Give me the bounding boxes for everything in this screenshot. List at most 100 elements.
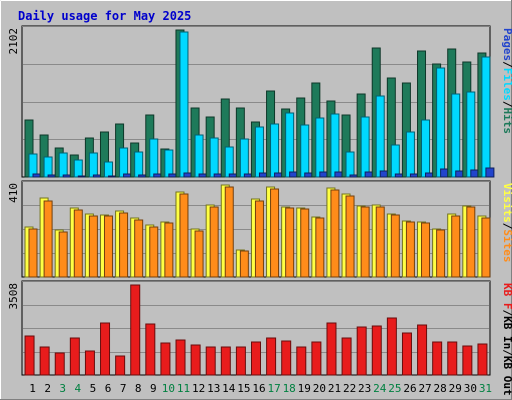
bar-volume-kb-f-day-30 xyxy=(462,345,473,376)
bar-volume-kb-f-day-27 xyxy=(417,324,428,376)
bar-traffic-files-day-19 xyxy=(300,124,310,178)
panel-volume-legend: KB F/KB In/KB Out xyxy=(501,283,512,396)
x-tick-label-day-10: 10 xyxy=(162,382,175,395)
bar-volume-kb-f-day-10 xyxy=(160,342,171,376)
bar-traffic-files-day-26 xyxy=(405,131,415,178)
bar-traffic-files-day-10 xyxy=(164,149,174,178)
bar-visits-sites-day-20 xyxy=(315,217,325,278)
bar-traffic-files-day-5 xyxy=(88,152,98,178)
legend-entry: KB In xyxy=(501,316,512,349)
bar-visits-sites-day-7 xyxy=(119,212,129,278)
bar-visits-sites-day-24 xyxy=(375,206,385,278)
bar-visits-sites-day-9 xyxy=(149,226,159,278)
legend-separator: / xyxy=(501,310,512,317)
bar-volume-kb-f-day-7 xyxy=(115,355,126,376)
x-tick-label-day-2: 2 xyxy=(44,382,51,395)
bar-traffic-files-day-7 xyxy=(119,147,129,178)
bar-traffic-files-day-18 xyxy=(285,112,295,178)
panel-visits-max-label: 410 xyxy=(7,183,20,203)
bar-visits-sites-day-2 xyxy=(43,200,53,278)
bar-traffic-files-day-8 xyxy=(134,151,144,178)
bar-volume-kb-f-day-24 xyxy=(371,325,382,376)
panel-visits-legend: Visits/Sites xyxy=(501,183,512,263)
bar-volume-kb-f-day-28 xyxy=(432,341,443,376)
bar-visits-sites-day-14 xyxy=(224,186,234,278)
bar-volume-kb-f-day-6 xyxy=(100,322,111,376)
legend-separator: / xyxy=(501,349,512,356)
bar-visits-sites-day-5 xyxy=(88,215,98,278)
bar-traffic-files-day-13 xyxy=(209,137,219,178)
legend-separator: / xyxy=(501,223,512,230)
x-tick-label-day-23: 23 xyxy=(358,382,371,395)
panel-traffic-max-label: 2102 xyxy=(7,28,20,55)
bar-traffic-files-day-12 xyxy=(194,134,204,178)
bar-traffic-files-day-21 xyxy=(330,113,340,178)
bar-visits-sites-day-12 xyxy=(194,230,204,278)
x-tick-label-day-16: 16 xyxy=(252,382,265,395)
bar-traffic-files-day-2 xyxy=(43,156,53,178)
bar-volume-kb-f-day-5 xyxy=(84,350,95,376)
x-tick-label-day-25: 25 xyxy=(388,382,401,395)
bar-visits-sites-day-28 xyxy=(436,229,446,278)
x-tick-label-day-29: 29 xyxy=(449,382,462,395)
bar-visits-sites-day-23 xyxy=(360,206,370,278)
x-tick-label-day-7: 7 xyxy=(120,382,127,395)
x-tick-label-day-12: 12 xyxy=(192,382,205,395)
bar-volume-kb-f-day-31 xyxy=(477,343,488,376)
bar-visits-sites-day-17 xyxy=(270,188,280,278)
bar-volume-kb-f-day-12 xyxy=(190,344,201,376)
x-tick-label-day-8: 8 xyxy=(135,382,142,395)
bar-visits-sites-day-11 xyxy=(179,193,189,278)
bar-volume-kb-f-day-18 xyxy=(281,340,292,376)
bar-volume-kb-f-day-8 xyxy=(130,284,141,376)
bar-traffic-files-day-24 xyxy=(375,95,385,178)
bar-volume-kb-f-day-29 xyxy=(447,341,458,376)
panel-volume: 3508 KB F/KB In/KB Out xyxy=(7,280,512,396)
x-tick-label-day-3: 3 xyxy=(59,382,66,395)
bar-visits-sites-day-16 xyxy=(254,200,264,278)
bar-visits-sites-day-22 xyxy=(345,195,355,278)
bar-visits-sites-day-4 xyxy=(73,209,83,278)
chart-panels: 2102Pages/Files/Hits410Visits/Sites3508K… xyxy=(7,25,512,396)
bar-traffic-files-day-17 xyxy=(270,123,280,178)
bar-volume-kb-f-day-16 xyxy=(251,341,261,376)
chart-title: Daily usage for May 2025 xyxy=(18,9,191,23)
bar-traffic-files-day-3 xyxy=(58,152,68,178)
x-tick-label-day-5: 5 xyxy=(90,382,97,395)
bar-volume-kb-f-day-15 xyxy=(235,346,246,376)
bar-visits-sites-day-3 xyxy=(58,231,68,278)
x-tick-label-day-28: 28 xyxy=(434,382,447,395)
x-tick-label-day-19: 19 xyxy=(298,382,311,395)
x-tick-label-day-4: 4 xyxy=(75,382,82,395)
bar-visits-sites-day-25 xyxy=(390,214,400,278)
x-tick-label-day-18: 18 xyxy=(283,382,296,395)
bar-visits-sites-day-18 xyxy=(285,207,295,278)
x-axis-labels: 1 2 3 4 5 6 7 8 9 10 11 12 13 14 15 16 17 18 19 20 21 22 23 24 2… xyxy=(29,382,492,395)
bar-visits-sites-day-27 xyxy=(421,222,431,278)
panel-visits: 410 Visits/Sites xyxy=(7,180,512,278)
bar-traffic-files-day-23 xyxy=(360,116,370,178)
bar-traffic-files-day-6 xyxy=(103,161,113,178)
x-tick-label-day-31: 31 xyxy=(479,382,492,395)
bar-visits-sites-day-6 xyxy=(103,215,113,278)
bar-visits-sites-day-1 xyxy=(28,228,38,278)
bar-volume-kb-f-day-13 xyxy=(205,346,216,376)
legend-entry: Pages xyxy=(501,28,512,61)
x-tick-label-day-27: 27 xyxy=(418,382,431,395)
legend-entry: KB F xyxy=(501,283,512,310)
x-tick-label-day-17: 17 xyxy=(267,382,280,395)
panel-volume-max-label: 3508 xyxy=(7,283,20,310)
bar-visits-sites-day-8 xyxy=(134,219,144,278)
bar-volume-kb-f-day-3 xyxy=(54,352,65,376)
bar-volume-kb-f-day-19 xyxy=(296,346,307,376)
x-tick-label-day-20: 20 xyxy=(313,382,326,395)
x-tick-label-day-21: 21 xyxy=(328,382,341,395)
x-tick-label-day-15: 15 xyxy=(237,382,250,395)
bar-traffic-files-day-16 xyxy=(254,126,264,178)
bar-volume-kb-f-day-21 xyxy=(326,322,337,376)
x-tick-label-day-11: 11 xyxy=(177,382,190,395)
x-tick-label-day-24: 24 xyxy=(373,382,387,395)
x-tick-label-day-1: 1 xyxy=(29,382,36,395)
